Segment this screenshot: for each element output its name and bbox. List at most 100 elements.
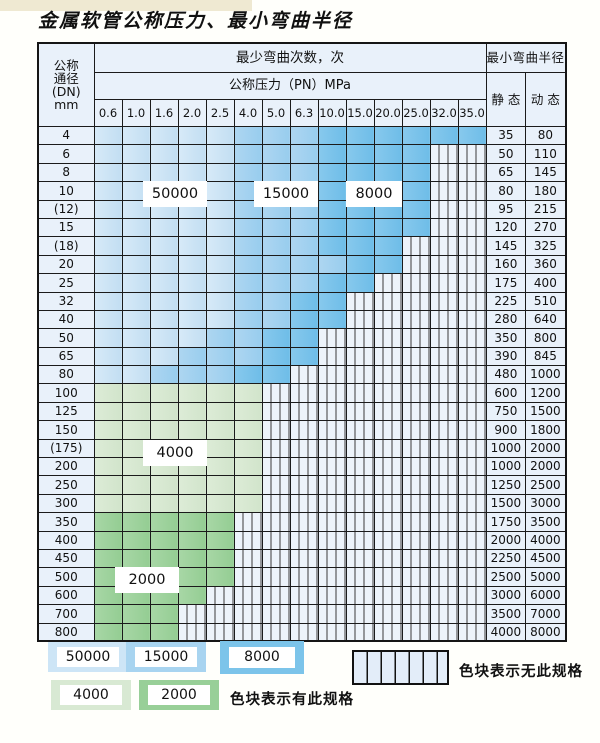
cycle-annotation-4000: 4000 <box>143 440 207 466</box>
pressure-column-header: 32.0 <box>429 99 459 127</box>
table-row: 800 4000 8000 <box>37 622 567 642</box>
no-spec-cell <box>205 622 235 642</box>
spec-cell <box>289 125 319 146</box>
dynamic-radius-cell: 180 <box>525 181 567 201</box>
no-spec-cell <box>261 548 291 569</box>
no-spec-cell <box>373 567 403 587</box>
dn-cell: 400 <box>37 530 95 550</box>
table-row: 700 3500 7000 <box>37 604 567 624</box>
table-row: 20 160 360 <box>37 254 567 275</box>
scan-artifact-strip <box>0 0 252 11</box>
spec-cell <box>261 162 291 183</box>
no-spec-cell <box>345 585 375 606</box>
spec-cell <box>149 401 179 422</box>
pressure-column-header: 2.0 <box>177 99 207 127</box>
no-spec-cell <box>317 622 347 642</box>
dn-column-header: 公称 通径 (DN) mm <box>37 42 95 127</box>
no-spec-cell <box>429 144 459 164</box>
table-row: 65 390 845 <box>37 346 567 367</box>
spec-cell <box>205 457 235 477</box>
spec-cell <box>205 217 235 238</box>
table-row: 6 50 110 <box>37 144 567 164</box>
spec-cell <box>149 328 179 348</box>
spec-cell <box>317 254 347 275</box>
pressure-column-header: 20.0 <box>373 99 403 127</box>
no-spec-cell <box>289 457 319 477</box>
static-radius-cell: 480 <box>485 365 527 385</box>
legend-caption-no-spec: 色块表示无此规格 <box>459 664 583 680</box>
spec-cell <box>233 291 263 311</box>
spec-cell <box>373 217 403 238</box>
dn-cell: 10 <box>37 181 95 201</box>
dn-cell: (18) <box>37 236 95 256</box>
spec-cell <box>93 217 123 238</box>
spec-cell <box>457 125 487 146</box>
spec-cell <box>233 438 263 459</box>
table-row: 40 280 640 <box>37 309 567 330</box>
no-spec-cell <box>261 401 291 422</box>
spec-cell <box>149 420 179 440</box>
table-row: 450 2250 4500 <box>37 548 567 569</box>
spec-cell <box>205 144 235 164</box>
dn-cell: 300 <box>37 493 95 514</box>
spec-cell <box>345 254 375 275</box>
spec-cell <box>205 199 235 219</box>
no-spec-cell <box>401 567 431 587</box>
no-spec-cell <box>429 512 459 532</box>
spec-cell <box>121 401 151 422</box>
no-spec-cell <box>401 457 431 477</box>
table-row: 125 750 1500 <box>37 401 567 422</box>
table-row: 32 225 510 <box>37 291 567 311</box>
no-spec-cell <box>429 401 459 422</box>
spec-cell <box>205 291 235 311</box>
no-spec-cell <box>289 438 319 459</box>
no-spec-cell <box>457 585 487 606</box>
spec-cell <box>345 125 375 146</box>
dn-cell: 800 <box>37 622 95 642</box>
no-spec-cell <box>345 512 375 532</box>
no-spec-cell <box>401 328 431 348</box>
no-spec-cell <box>261 457 291 477</box>
no-spec-cell <box>401 346 431 367</box>
no-spec-cell <box>373 401 403 422</box>
no-spec-cell <box>289 622 319 642</box>
no-spec-cell <box>345 493 375 514</box>
no-spec-cell <box>177 604 207 624</box>
dn-cell: 65 <box>37 346 95 367</box>
dn-cell: 500 <box>37 567 95 587</box>
no-spec-cell <box>345 548 375 569</box>
no-spec-cell <box>289 401 319 422</box>
spec-cell <box>121 548 151 569</box>
no-spec-cell <box>401 401 431 422</box>
spec-cell <box>401 181 431 201</box>
no-spec-cell <box>457 548 487 569</box>
no-spec-cell <box>233 512 263 532</box>
spec-cell <box>149 273 179 293</box>
no-spec-cell <box>233 622 263 642</box>
dn-cell: 32 <box>37 291 95 311</box>
no-spec-cell <box>457 365 487 385</box>
pressure-column-header: 6.3 <box>289 99 319 127</box>
spec-cell <box>233 457 263 477</box>
spec-cell <box>317 125 347 146</box>
no-spec-cell <box>261 585 291 606</box>
pressure-column-header: 35.0 <box>457 99 487 127</box>
spec-cell <box>121 291 151 311</box>
no-spec-cell <box>289 383 319 403</box>
no-spec-cell <box>345 365 375 385</box>
no-spec-cell <box>457 254 487 275</box>
spec-cell <box>177 125 207 146</box>
no-spec-cell <box>401 548 431 569</box>
spec-cell <box>93 273 123 293</box>
dn-cell: 20 <box>37 254 95 275</box>
no-spec-cell <box>401 585 431 606</box>
dynamic-radius-cell: 215 <box>525 199 567 219</box>
spec-cell <box>233 144 263 164</box>
no-spec-cell <box>401 475 431 495</box>
no-spec-cell <box>401 383 431 403</box>
spec-cell <box>233 328 263 348</box>
no-spec-cell <box>401 604 431 624</box>
no-spec-cell <box>373 291 403 311</box>
no-spec-cell <box>317 346 347 367</box>
legend-swatch-4000: 4000 <box>51 680 131 710</box>
